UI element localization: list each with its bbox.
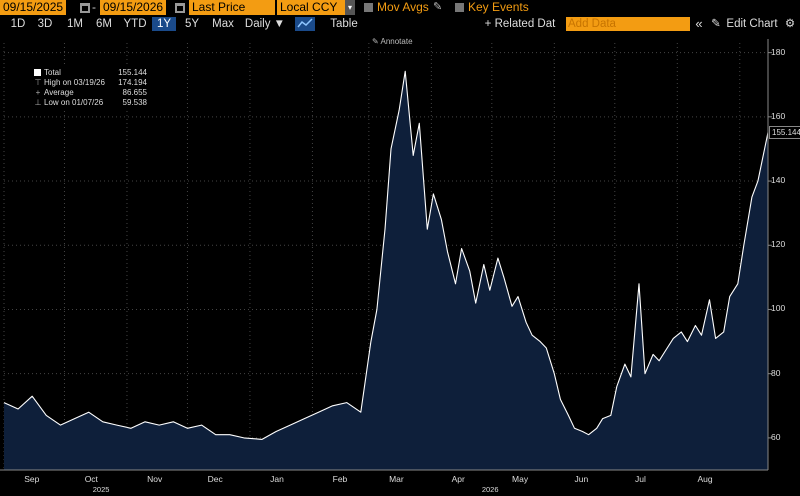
legend-average-label: Average [44,88,74,97]
start-date-field[interactable]: 09/15/2025 [0,0,67,15]
pencil-icon[interactable]: ✎ [372,37,379,46]
range-ytd-button[interactable]: YTD [123,18,147,30]
field-select[interactable]: Last Price [189,0,275,15]
mov-avgs-label[interactable]: Mov Avgs [377,0,429,14]
chevron-down-icon[interactable]: ▾ [345,0,355,15]
line-chart-icon[interactable] [295,17,315,31]
key-events-label[interactable]: Key Events [468,0,529,14]
range-max-button[interactable]: Max [212,18,234,30]
last-value-tag: 155.144 [769,126,800,139]
y-tick-label: 80 [771,367,781,378]
legend-high-row: ⊤ High on 03/19/26 174.194 [35,78,147,88]
legend-total-value: 155.144 [118,68,147,77]
key-events-checkbox[interactable] [455,3,464,12]
x-tick-label: Sep [24,474,40,484]
table-button[interactable]: Table [330,18,358,30]
x-tick-label: Jun [574,474,589,484]
end-date-field[interactable]: 09/15/2026 [100,0,167,15]
annotate-label[interactable]: Annotate [380,37,413,46]
top-toolbar: 09/15/2025 - 09/15/2026 Last Price Local… [0,0,800,16]
x-tick-label: Apr [451,474,465,484]
price-chart[interactable] [0,33,800,496]
high-marker-icon: ⊤ [34,78,42,87]
x-year-label: 2026 [481,485,499,494]
calendar-icon[interactable] [175,3,185,13]
legend-total-row: Total 155.144 [34,68,147,78]
mov-avgs-checkbox[interactable] [364,3,373,12]
y-tick-label: 100 [771,303,786,314]
series-line [3,70,769,440]
x-tick-label: Mar [389,474,404,484]
pencil-icon[interactable]: ✎ [433,1,443,13]
range-3d-button[interactable]: 3D [37,18,53,30]
range-1d-button[interactable]: 1D [10,18,26,30]
legend-low-value: 59.538 [122,98,147,107]
legend-average-row: + Average 86.655 [36,88,147,98]
legend-swatch [34,69,41,76]
legend-low-row: ⊥ Low on 01/07/26 59.538 [35,98,147,108]
x-tick-label: Oct [84,474,98,484]
x-tick-label: Jul [635,474,646,484]
annotate-bar[interactable]: ✎ Annotate [372,36,452,48]
gear-icon[interactable]: ⚙ [784,18,796,30]
range-1y-button[interactable]: 1Y [152,17,176,31]
pencil-icon[interactable]: ✎ [711,18,721,30]
range-1m-button[interactable]: 1M [67,18,83,30]
y-tick-label: 140 [771,175,786,186]
series-area [4,71,768,471]
legend-low-label: Low on 01/07/26 [44,98,104,107]
double-chevron-left-icon[interactable]: « [695,16,703,31]
low-marker-icon: ⊥ [34,98,42,107]
x-tick-label: Nov [147,474,163,484]
y-tick-label: 180 [771,46,786,57]
legend-high-value: 174.194 [118,78,147,87]
range-5y-button[interactable]: 5Y [184,18,200,30]
calendar-icon[interactable] [80,3,90,13]
average-marker-icon: + [35,88,41,97]
frequency-select[interactable]: Daily ▼ [244,18,286,30]
legend-total-label: Total [44,68,61,77]
currency-select[interactable]: Local CCY [277,0,347,15]
x-tick-label: May [512,474,529,484]
legend-high-label: High on 03/19/26 [44,78,105,87]
date-separator: - [92,0,96,14]
legend-average-value: 86.655 [122,88,147,97]
x-tick-label: Jan [270,474,284,484]
x-year-label: 2025 [92,485,110,494]
x-tick-label: Dec [207,474,223,484]
y-tick-label: 120 [771,239,786,250]
x-tick-label: Feb [332,474,348,484]
y-tick-label: 160 [771,110,786,121]
add-data-input[interactable]: Add Data [566,17,690,31]
edit-chart-button[interactable]: Edit Chart [726,18,778,30]
legend-box: Total 155.144 ⊤ High on 03/19/26 174.194… [27,66,147,110]
y-tick-label: 60 [771,431,781,442]
range-toolbar: 1D 3D 1M 6M YTD 1Y 5Y Max Daily ▼ Table … [0,16,800,33]
range-6m-button[interactable]: 6M [96,18,112,30]
related-data-button[interactable]: + Related Dat [484,18,556,30]
x-tick-label: Aug [697,474,713,484]
